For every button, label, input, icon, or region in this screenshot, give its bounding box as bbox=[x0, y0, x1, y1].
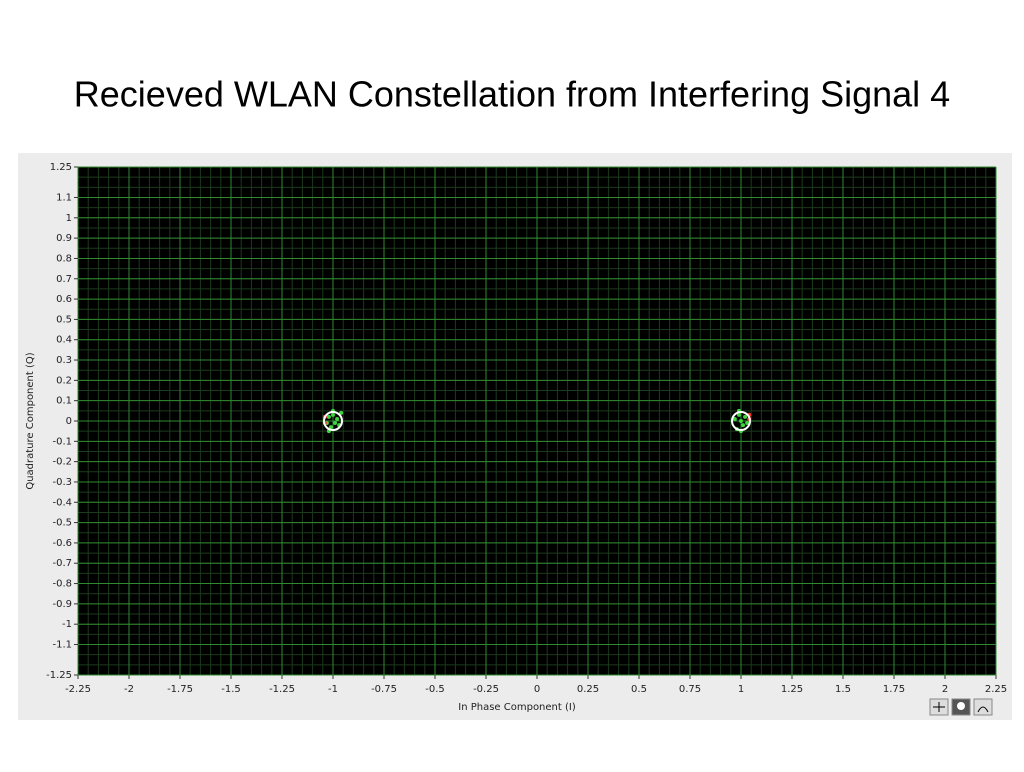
y-tick-label: 0.1 bbox=[56, 396, 72, 407]
y-tick-label: -0.3 bbox=[52, 477, 72, 488]
y-tick-label: -1.25 bbox=[46, 670, 72, 681]
y-axis-label: Quadrature Component (Q) bbox=[25, 352, 36, 489]
reference-ring bbox=[323, 411, 343, 431]
x-tick-label: 0.75 bbox=[679, 684, 701, 695]
y-tick-label: -0.4 bbox=[52, 497, 72, 508]
point bbox=[743, 414, 748, 419]
x-tick-label: -1.5 bbox=[221, 684, 241, 695]
graph-toolbar bbox=[929, 698, 993, 716]
chart-title: Recieved WLAN Constellation from Interfe… bbox=[74, 74, 950, 115]
point bbox=[339, 410, 344, 415]
x-tick-label: 2 bbox=[942, 684, 948, 695]
x-tick-label: -1.75 bbox=[167, 684, 193, 695]
point bbox=[328, 425, 333, 430]
y-tick-label: -0.6 bbox=[52, 538, 72, 549]
zoom-icon bbox=[957, 702, 965, 710]
y-tick-label: 0.3 bbox=[56, 355, 72, 366]
x-tick-label: -2 bbox=[124, 684, 134, 695]
point bbox=[333, 421, 338, 426]
y-tick-label: -0.1 bbox=[52, 436, 72, 447]
point bbox=[745, 421, 750, 426]
y-tick-label: -0.8 bbox=[52, 579, 72, 590]
x-tick-label: -0.5 bbox=[425, 684, 445, 695]
x-tick-label: -2.25 bbox=[65, 684, 91, 695]
cursor-icon bbox=[933, 702, 945, 712]
y-tick-label: 0.7 bbox=[56, 274, 72, 285]
point bbox=[741, 423, 746, 428]
y-tick-label: -0.7 bbox=[52, 558, 72, 569]
x-tick-label: 0.5 bbox=[631, 684, 647, 695]
y-tick-label: -0.5 bbox=[52, 518, 72, 529]
y-tick-label: -1 bbox=[62, 619, 72, 630]
x-axis-label: In Phase Component (I) bbox=[458, 702, 576, 713]
x-tick-label: -0.75 bbox=[371, 684, 397, 695]
point bbox=[736, 412, 741, 417]
point bbox=[739, 419, 743, 423]
y-tick-label: 0.5 bbox=[56, 314, 72, 325]
x-tick-label: 1.5 bbox=[835, 684, 851, 695]
x-tick-label: -0.25 bbox=[473, 684, 499, 695]
y-tick-label: -0.9 bbox=[52, 599, 72, 610]
x-tick-label: 2.25 bbox=[985, 684, 1007, 695]
y-tick-label: 0.2 bbox=[56, 375, 72, 386]
x-tick-label: 1.25 bbox=[781, 684, 803, 695]
y-tick-label: 0.6 bbox=[56, 294, 72, 305]
point bbox=[335, 416, 340, 421]
x-tick-label: 0 bbox=[534, 684, 540, 695]
y-tick-label: 0.9 bbox=[56, 233, 72, 244]
point bbox=[732, 416, 737, 421]
x-tick-label: -1.25 bbox=[269, 684, 295, 695]
y-tick-label: -1.1 bbox=[52, 640, 72, 651]
y-tick-label: -0.2 bbox=[52, 457, 72, 468]
point bbox=[331, 412, 335, 417]
reference-ring bbox=[731, 411, 751, 431]
y-tick-label: 1.25 bbox=[50, 162, 72, 173]
x-tick-label: -1 bbox=[328, 684, 338, 695]
y-tick-label: 0 bbox=[66, 416, 72, 427]
pan-icon bbox=[977, 706, 989, 713]
y-tick-label: 1.1 bbox=[56, 192, 72, 203]
point bbox=[326, 414, 331, 419]
x-tick-label: 0.25 bbox=[577, 684, 599, 695]
y-tick-label: 0.8 bbox=[56, 253, 72, 264]
x-tick-label: 1 bbox=[738, 684, 744, 695]
y-tick-label: 0.4 bbox=[56, 335, 72, 346]
x-tick-label: 1.75 bbox=[883, 684, 905, 695]
y-tick-label: 1 bbox=[66, 213, 72, 224]
